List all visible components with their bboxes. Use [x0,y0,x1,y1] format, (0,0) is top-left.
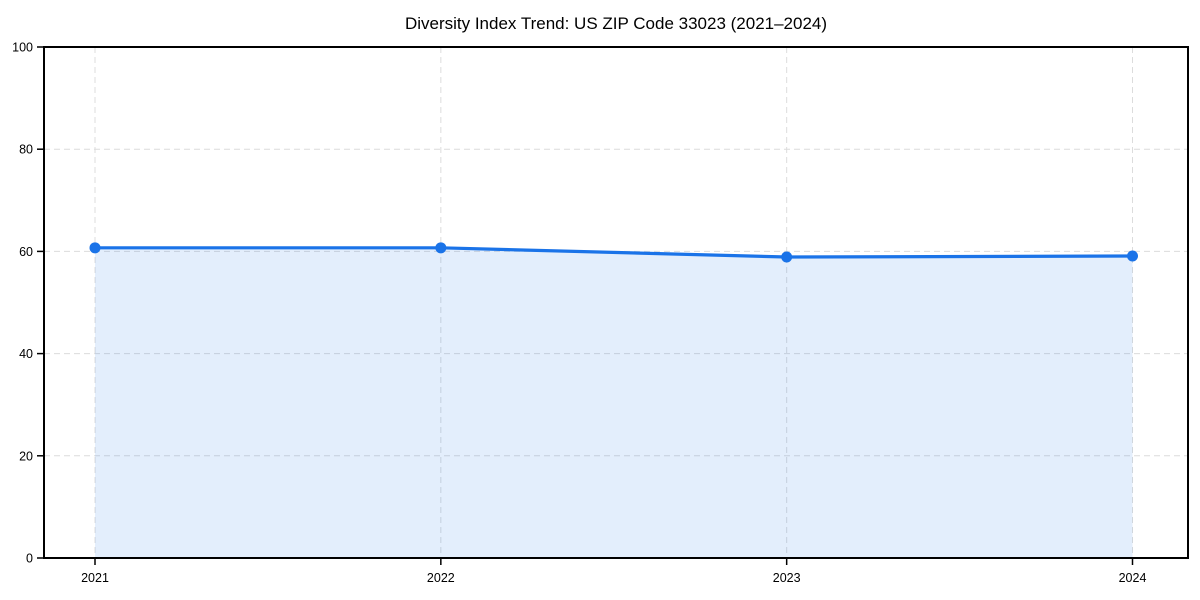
data-point [435,242,447,254]
y-tick-label: 0 [26,552,33,566]
x-tick-label: 2024 [1119,571,1147,585]
tick-labels: 0 20 40 60 80 100 2021 2022 2023 2024 [12,41,1146,586]
x-tick-label: 2021 [81,571,109,585]
y-tick-label: 100 [12,41,33,55]
data-point [1127,250,1138,262]
x-tick-label: 2022 [427,571,455,585]
data-points [89,242,1138,263]
data-point [781,251,793,263]
area-fill [95,247,1133,558]
line-path [93,246,1135,259]
x-tick-label: 2023 [773,571,801,585]
data-point [89,242,101,254]
axis-ticks [37,46,1134,565]
y-tick-label: 80 [19,143,33,157]
y-tick-label: 20 [19,449,33,463]
axes-frame [43,46,1189,559]
plot-border [43,46,1189,559]
trend-line [93,246,1135,259]
y-tick-label: 60 [19,245,33,259]
area-path [95,247,1133,558]
chart-title: Diversity Index Trend: US ZIP Code 33023… [405,14,827,33]
y-tick-label: 40 [19,347,33,361]
